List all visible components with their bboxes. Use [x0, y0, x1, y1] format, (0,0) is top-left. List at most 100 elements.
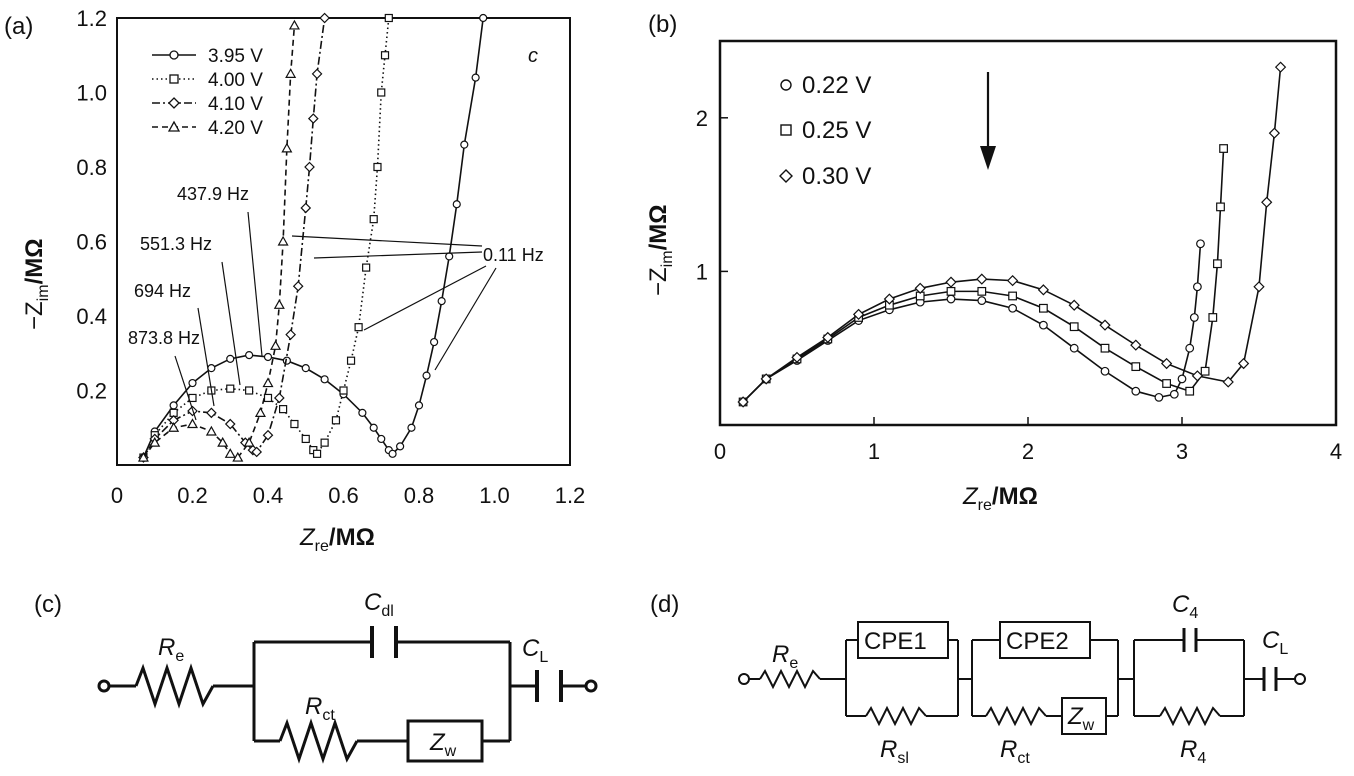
point-a-2-8: [251, 446, 263, 458]
point-a-1-10: [301, 434, 310, 444]
circuit-c: (c) Re Cdl CL Rct Zw: [34, 589, 598, 764]
y-tick-label-a-5: 1.2: [76, 6, 107, 31]
resistor-re-c: [134, 663, 215, 709]
point-b-0-19: [1192, 282, 1202, 292]
label-cdl-c: Cdl: [364, 589, 394, 620]
point-b-2-18: [1253, 281, 1265, 293]
point-b-1-13: [1131, 362, 1141, 372]
panel-label-a: (a): [4, 13, 33, 40]
annotations-a: 437.9 Hz 551.3 Hz 694 Hz 873.8 Hz 0.11 H…: [128, 184, 544, 421]
point-a-2-12: [292, 280, 304, 292]
point-a-3-12: [273, 299, 285, 309]
y-tick-label-b-1: 2: [696, 106, 708, 131]
y-tick-label-a-0: 0.2: [76, 379, 107, 404]
series-a-1: [139, 13, 393, 462]
axis-ticks-a: 0 0.2 0.4 0.6 0.8 1.0 1.2 0.2 0.4 0.6 0.8 1.0 1.2: [76, 6, 585, 508]
point-b-0-15: [1169, 389, 1179, 399]
point-a-0-17: [396, 442, 405, 451]
series-line-a-3: [142, 25, 296, 459]
point-b-1-19: [1216, 202, 1225, 212]
point-a-1-22: [380, 51, 390, 60]
legend-b-marker-0: [780, 79, 792, 91]
point-b-2-5: [883, 293, 896, 305]
label-cpe1: CPE1: [864, 628, 927, 655]
point-a-2-9: [262, 429, 274, 441]
point-b-0-18: [1189, 313, 1199, 322]
y-tick-label-b-0: 1: [696, 259, 708, 284]
legend-b: 0.22 V 0.25 V 0.30 V: [779, 72, 871, 190]
point-b-0-16: [1177, 374, 1187, 384]
legend-a-item-0: 3.95 V: [152, 46, 263, 67]
series-b-2: [737, 61, 1287, 408]
resistor-re-d: [759, 668, 821, 690]
x-tick-label-a-4: 0.8: [404, 483, 435, 508]
point-a-0-18: [407, 423, 416, 432]
panel-label-c: (c): [34, 591, 62, 618]
point-a-0-13: [369, 423, 378, 432]
point-a-1-6: [245, 386, 254, 395]
axis-ticks-b: 0 1 2 3 4 1 2: [696, 106, 1342, 464]
point-b-2-6: [914, 282, 926, 294]
point-a-0-22: [437, 297, 446, 306]
legend-a-label-3: 4.20 V: [208, 118, 263, 139]
point-b-1-17: [1208, 313, 1218, 322]
point-b-2-20: [1268, 127, 1281, 139]
point-a-3-0: [137, 451, 149, 462]
resistor-r4-d: [1159, 705, 1221, 727]
x-tick-label-b-3: 3: [1176, 439, 1188, 464]
point-b-2-16: [1222, 376, 1234, 388]
label-re-c: Re: [158, 634, 184, 665]
point-b-2-11: [1068, 299, 1080, 311]
point-a-2-16: [311, 68, 323, 80]
point-a-3-11: [270, 340, 282, 350]
point-a-1-21: [377, 88, 386, 97]
legend-b-label-2: 0.30 V: [802, 163, 871, 190]
annotation-694hz: 694 Hz: [134, 281, 191, 301]
point-a-3-14: [281, 142, 293, 153]
legend-a-marker-1: [169, 74, 179, 84]
point-a-0-27: [479, 13, 488, 23]
y-tick-label-a-2: 0.6: [76, 230, 107, 255]
point-a-3-6: [224, 448, 236, 458]
legend-a-item-2: 4.10 V: [152, 94, 263, 115]
x-tick-label-b-0: 0: [714, 439, 726, 464]
legend-b-item-1: 0.25 V: [780, 117, 871, 144]
series-b-0: [738, 239, 1205, 407]
point-a-1-12: [312, 449, 322, 458]
x-tick-label-a-3: 0.6: [328, 483, 359, 508]
legend-a: 3.95 V 4.00 V 4.10 V 4.20 V: [152, 46, 263, 139]
resistor-rsl-d: [865, 705, 927, 727]
point-b-1-16: [1200, 366, 1210, 376]
point-a-1-5: [226, 384, 235, 393]
point-b-2-8: [976, 273, 988, 285]
x-tick-label-a-0: 0: [111, 483, 123, 508]
point-a-0-12: [358, 408, 367, 417]
point-a-3-4: [205, 425, 217, 436]
x-tick-label-a-5: 1.0: [479, 483, 510, 508]
point-a-1-18: [362, 263, 371, 272]
label-cpe2: CPE2: [1006, 628, 1069, 655]
point-a-3-15: [285, 68, 297, 78]
legend-a-marker-3: [167, 120, 181, 132]
legend-a-marker-2: [168, 97, 180, 109]
point-a-2-17: [319, 12, 330, 24]
point-b-0-14: [1154, 392, 1164, 402]
plot-frame-a: [116, 17, 571, 466]
point-a-0-8: [282, 356, 291, 365]
point-a-2-13: [300, 202, 312, 214]
point-a-0-5: [226, 354, 235, 363]
point-a-3-10: [262, 377, 274, 388]
label-rsl: Rsl: [880, 736, 909, 767]
point-b-0-11: [1069, 343, 1079, 353]
y-tick-label-a-1: 0.4: [76, 304, 107, 329]
point-b-2-17: [1237, 357, 1250, 370]
terminal-left-c: [97, 679, 111, 693]
series-line-b-2: [742, 67, 1282, 403]
legend-a-item-1: 4.00 V: [152, 70, 263, 91]
point-b-1-15: [1185, 386, 1195, 396]
point-a-0-4: [207, 364, 216, 373]
terminal-right-d: [1294, 673, 1306, 685]
point-a-0-25: [460, 140, 469, 149]
point-b-2-4: [852, 308, 865, 321]
point-a-3-7: [232, 451, 244, 462]
